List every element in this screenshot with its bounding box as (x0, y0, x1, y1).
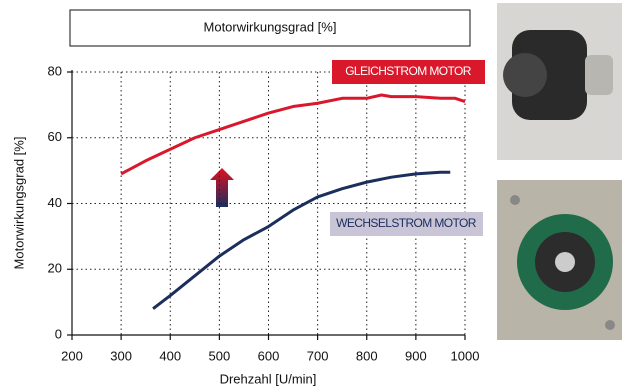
x-tick-label: 700 (307, 348, 329, 363)
series-line (153, 172, 450, 308)
y-tick-label: 60 (48, 129, 62, 144)
x-tick-label: 800 (356, 348, 378, 363)
photo-bottom (497, 180, 622, 340)
photo-top (497, 3, 622, 160)
legend-label: GLEICHSTROM MOTOR (345, 64, 472, 78)
arrow (210, 168, 234, 207)
y-tick-label: 0 (55, 326, 62, 341)
x-tick-label: 400 (159, 348, 181, 363)
y-tick-label: 20 (48, 261, 62, 276)
legend-label: WECHSELSTROM MOTOR (336, 216, 477, 230)
chart-title: Motorwirkungsgrad [%] (204, 19, 337, 34)
series-line (121, 95, 465, 174)
y-axis-label: Motorwirkungsgrad [%] (11, 137, 26, 270)
y-tick-label: 40 (48, 195, 62, 210)
x-tick-label: 500 (209, 348, 231, 363)
x-axis-label: Drehzahl [U/min] (220, 371, 317, 386)
x-tick-label: 1000 (451, 348, 480, 363)
y-tick-label: 80 (48, 63, 62, 78)
x-tick-label: 900 (405, 348, 427, 363)
chart: Motorwirkungsgrad [%] Motorwirkungsgrad … (0, 0, 624, 390)
x-tick-label: 200 (61, 348, 83, 363)
x-tick-label: 600 (258, 348, 280, 363)
x-tick-label: 300 (110, 348, 132, 363)
